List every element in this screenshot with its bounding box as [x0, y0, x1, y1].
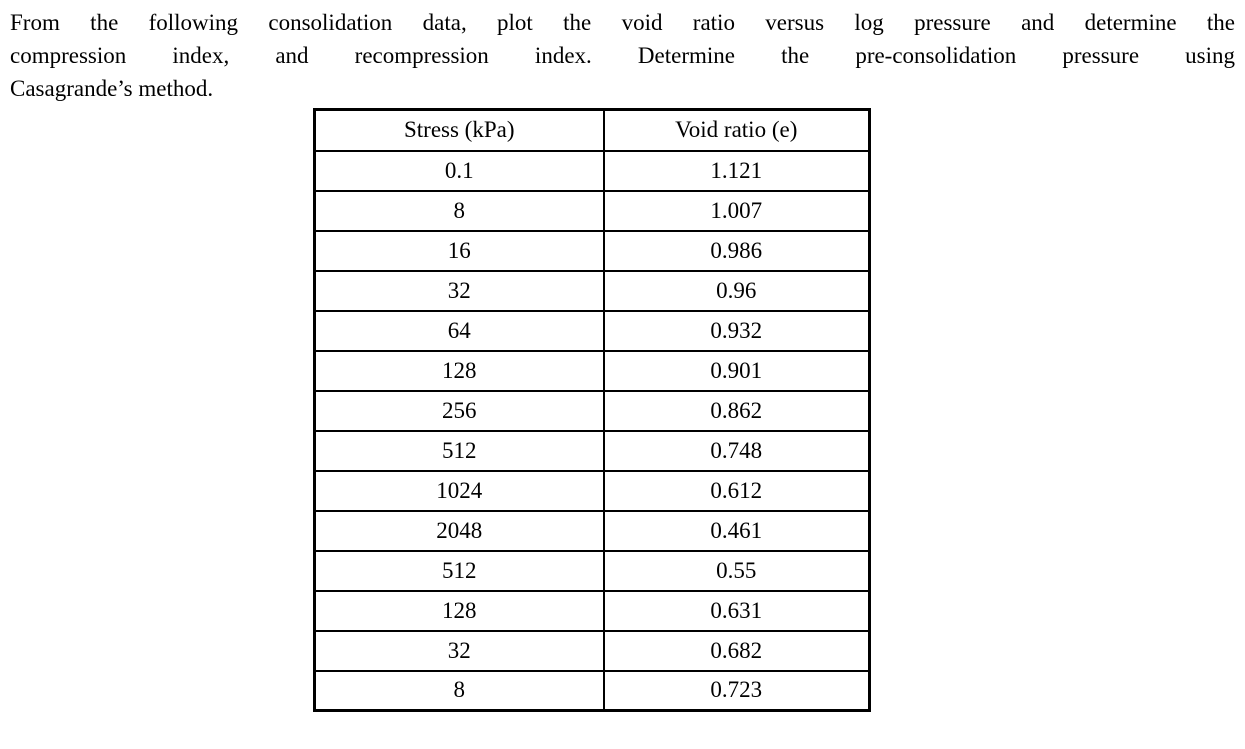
void-ratio-cell: 0.682: [602, 629, 871, 672]
problem-statement-line-2: compression index, and recompression ind…: [10, 43, 1235, 68]
stress-cell: 128: [313, 349, 605, 392]
stress-cell: 16: [313, 229, 605, 272]
void-ratio-cell: 0.55: [602, 549, 871, 592]
problem-statement: From the following consolidation data, p…: [10, 6, 1235, 105]
table-row: 128 0.631: [313, 589, 871, 632]
problem-statement-line-3: Casagrande’s method.: [10, 76, 214, 101]
void-ratio-cell: 0.986: [602, 229, 871, 272]
table-row: 128 0.901: [313, 349, 871, 392]
consolidation-data-table: Stress (kPa) Void ratio (e) 0.1 1.121 8 …: [313, 108, 871, 712]
void-ratio-column-header: Void ratio (e): [602, 108, 871, 152]
table-row: 64 0.932: [313, 309, 871, 352]
void-ratio-cell: 0.901: [602, 349, 871, 392]
table-row: 1024 0.612: [313, 469, 871, 512]
stress-cell: 1024: [313, 469, 605, 512]
stress-cell: 0.1: [313, 149, 605, 192]
void-ratio-cell: 0.631: [602, 589, 871, 632]
void-ratio-cell: 0.461: [602, 509, 871, 552]
table-row: 0.1 1.121: [313, 149, 871, 192]
table-row: 16 0.986: [313, 229, 871, 272]
table-row: 32 0.96: [313, 269, 871, 312]
stress-cell: 8: [313, 669, 605, 712]
void-ratio-cell: 0.932: [602, 309, 871, 352]
stress-cell: 128: [313, 589, 605, 632]
table-row: 32 0.682: [313, 629, 871, 672]
consolidation-table-body: 0.1 1.121 8 1.007 16 0.986 32 0.96 64 0.…: [313, 149, 871, 712]
stress-cell: 32: [313, 269, 605, 312]
stress-cell: 2048: [313, 509, 605, 552]
stress-cell: 64: [313, 309, 605, 352]
void-ratio-cell: 0.612: [602, 469, 871, 512]
table-row: 2048 0.461: [313, 509, 871, 552]
table-row: 512 0.55: [313, 549, 871, 592]
stress-cell: 32: [313, 629, 605, 672]
stress-cell: 512: [313, 549, 605, 592]
stress-cell: 512: [313, 429, 605, 472]
stress-cell: 8: [313, 189, 605, 232]
problem-statement-line-1: From the following consolidation data, p…: [10, 10, 1235, 35]
table-row: 8 0.723: [313, 669, 871, 712]
void-ratio-cell: 1.007: [602, 189, 871, 232]
void-ratio-cell: 0.96: [602, 269, 871, 312]
stress-cell: 256: [313, 389, 605, 432]
void-ratio-cell: 0.748: [602, 429, 871, 472]
table-row: 512 0.748: [313, 429, 871, 472]
void-ratio-cell: 1.121: [602, 149, 871, 192]
table-header-row: Stress (kPa) Void ratio (e): [313, 108, 871, 152]
void-ratio-cell: 0.862: [602, 389, 871, 432]
table-row: 8 1.007: [313, 189, 871, 232]
void-ratio-cell: 0.723: [602, 669, 871, 712]
table-row: 256 0.862: [313, 389, 871, 432]
stress-column-header: Stress (kPa): [313, 108, 605, 152]
